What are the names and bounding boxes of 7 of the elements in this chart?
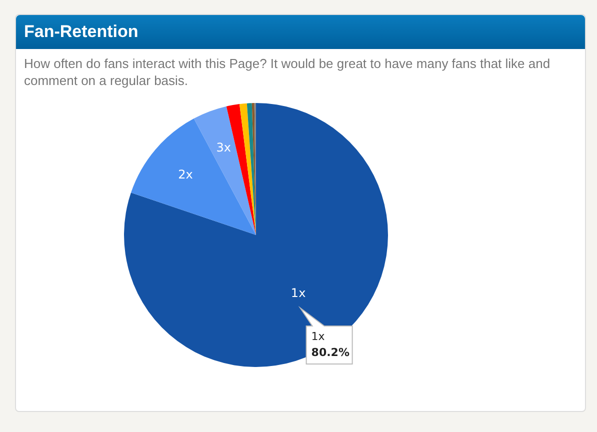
data-label: 80.2% (311, 346, 350, 359)
chart-subtitle: How often do fans interact with this Page? It would be great to have many fans that like and comment on a regular basis. (23, 55, 552, 90)
slice-label: 1x (311, 330, 326, 343)
slice-label: 3x (216, 140, 231, 155)
slice-label: 2x (178, 167, 193, 182)
chart-title: Fan-Retention (16, 15, 585, 49)
slice-label: 1x (290, 286, 306, 300)
